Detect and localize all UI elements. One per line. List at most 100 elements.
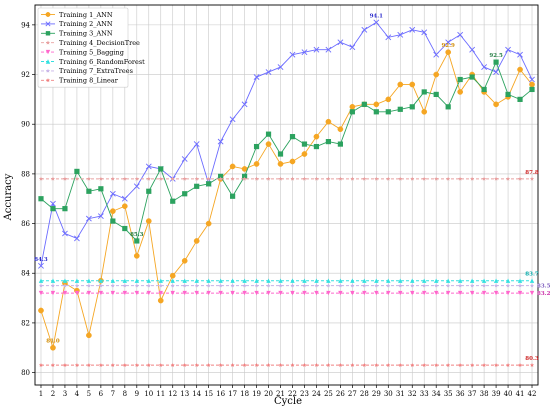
data-point [134,290,139,296]
data-point [265,69,272,75]
x-tick-label: 10 [144,390,153,398]
data-point [325,118,332,125]
star-marker [86,362,91,367]
data-point [422,283,427,288]
triangle-marker [206,290,211,296]
x-tick-label: 42 [528,390,537,398]
triangle-marker [314,278,319,283]
x-marker-stroke [253,74,260,80]
data-point [349,44,356,51]
square-marker [373,109,379,115]
data-point [38,278,44,283]
data-label: 87.8 [525,170,539,176]
circle-marker [385,96,392,103]
triangle-marker [350,278,355,283]
triangle-marker [469,290,475,296]
star-marker [410,283,415,288]
square-marker [349,109,355,115]
star-marker [62,283,68,288]
data-point [182,278,187,283]
x-marker-stroke [229,116,236,123]
triangle-marker [38,278,44,283]
star-marker [350,362,355,367]
data-point [362,290,367,296]
data-point [62,206,68,212]
data-point [337,141,343,147]
data-point [385,109,391,115]
data-point [397,81,404,88]
data-point [481,290,487,296]
x-marker-stroke [457,31,464,38]
data-point [397,106,403,112]
triangle-marker [158,290,163,296]
data-point [206,176,211,181]
x-marker-stroke [385,34,392,41]
series-5 [38,290,535,296]
x-tick-label: 27 [348,390,357,398]
series-7 [38,283,535,288]
star-marker [230,362,235,367]
star-marker [386,362,391,367]
x-tick-label: 23 [300,390,309,398]
circle-marker [313,133,320,140]
data-point [325,139,332,145]
data-point [254,290,259,296]
series-layer [38,19,535,367]
data-point [445,39,452,46]
square-marker [134,238,140,244]
star-marker [386,283,391,288]
data-point [122,176,127,181]
data-point [38,362,44,367]
triangle-marker [62,290,68,296]
data-point [45,59,51,64]
data-point [446,283,451,288]
square-marker [170,198,176,204]
data-point [133,183,140,190]
data-point [109,190,116,197]
data-point [517,290,523,296]
data-point [373,109,379,115]
data-point [338,283,343,288]
data-point [410,362,415,367]
data-point [434,290,439,296]
square-marker [218,173,224,179]
star-marker [434,362,439,367]
data-point [374,362,379,367]
data-point [469,278,475,283]
data-point [206,278,211,283]
x-marker-stroke [45,21,51,27]
x-tick-label: 25 [324,390,333,398]
star-marker [278,283,283,288]
star-marker [134,362,139,367]
star-marker [410,362,415,367]
star-marker [517,362,523,367]
data-point [50,200,56,207]
star-marker [374,176,379,181]
data-point [349,109,355,115]
data-point [409,26,416,33]
data-point [133,252,140,259]
legend-label: Training 3_ANN [59,30,113,38]
data-point [433,91,439,98]
data-point [290,176,295,181]
x-tick-label: 8 [123,390,127,398]
data-point [194,290,199,296]
x-tick-label: 6 [99,390,104,398]
triangle-marker [194,290,199,296]
data-point [493,176,499,181]
data-point [169,272,176,279]
data-point [457,76,463,83]
data-point [218,362,223,367]
data-point [374,283,379,288]
triangle-marker [314,290,319,296]
triangle-marker [98,278,104,283]
data-point [277,161,284,167]
data-point [349,103,356,110]
circle-marker [253,161,260,167]
x-tick-label: 5 [87,390,91,398]
triangle-marker [374,278,379,283]
data-point [265,131,272,137]
x-tick-label: 2 [51,390,55,398]
data-point [38,262,44,269]
